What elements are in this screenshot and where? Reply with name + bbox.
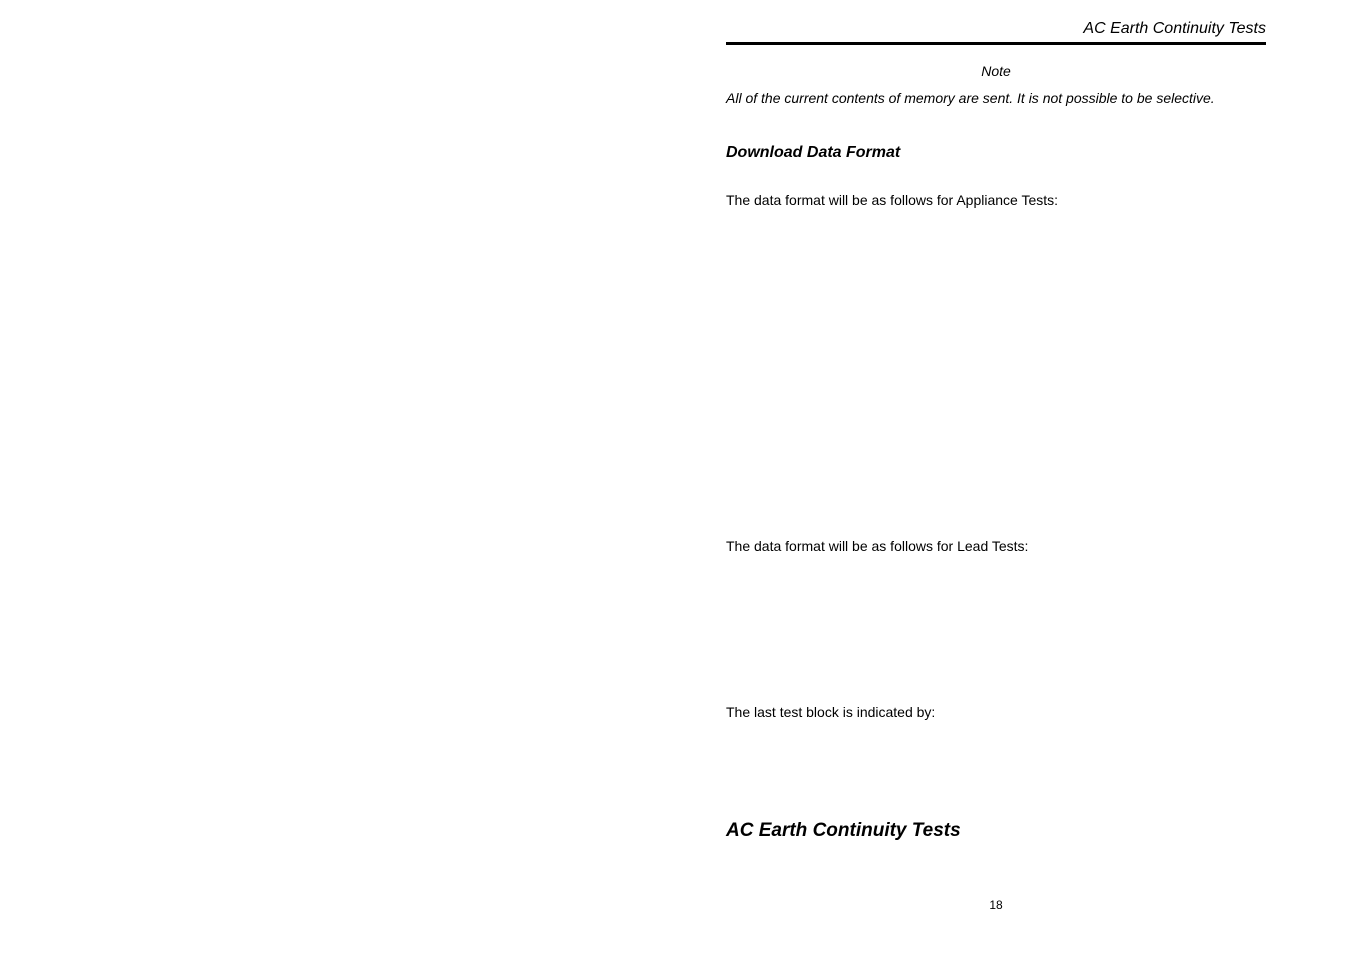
note-label: Note [726,63,1266,79]
paragraph-last-block: The last test block is indicated by: [726,704,1266,720]
note-body: All of the current contents of memory ar… [726,89,1266,108]
paragraph-lead: The data format will be as follows for L… [726,538,1266,554]
page-number: 18 [726,898,1266,912]
paragraph-appliance: The data format will be as follows for A… [726,192,1266,208]
running-header: AC Earth Continuity Tests [726,20,1266,45]
document-page: AC Earth Continuity Tests Note All of th… [726,20,1266,912]
chapter-heading: AC Earth Continuity Tests [726,820,1266,842]
section-heading: Download Data Format [726,144,1266,162]
